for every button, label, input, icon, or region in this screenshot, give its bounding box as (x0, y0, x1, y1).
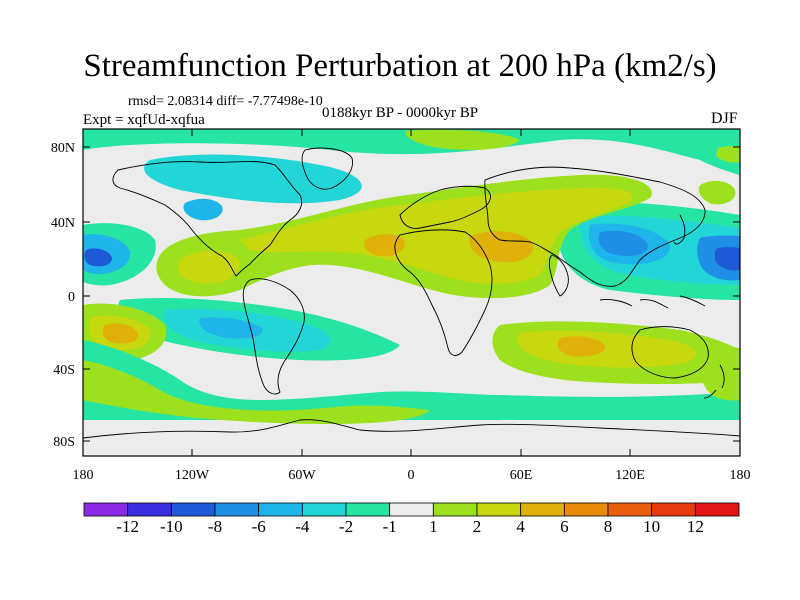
colorbar-label-3: -6 (252, 517, 266, 536)
contour-ne-band-pos (697, 347, 740, 401)
x-axis-labels: 180 120W 60W 0 60E 120E 180 (73, 468, 751, 483)
season-label: DJF (711, 110, 738, 127)
colorbar-swatch-0 (83, 502, 129, 517)
coast-greenland (301, 147, 353, 190)
colorbar-swatch-8 (432, 502, 478, 517)
contour-south-band-neg1 (83, 340, 740, 420)
colorbar-label-4: -4 (295, 517, 310, 536)
xlabel-0: 0 (408, 468, 415, 483)
contour-south-band-pos1 (83, 360, 430, 424)
coastlines (83, 147, 740, 439)
coast-india (548, 254, 569, 297)
xlabel-180e: 180 (730, 468, 751, 483)
ylabel-0: 0 (68, 290, 75, 305)
colorbar-swatch-13 (651, 502, 696, 517)
coast-indonesia (599, 295, 706, 309)
contour-north-neg1 (83, 129, 740, 175)
y-ticks (83, 146, 740, 442)
colorbar-label-1: -10 (160, 517, 183, 536)
contour-ne-green (716, 145, 740, 163)
contour-spac-pos3 (102, 323, 139, 344)
map-title: Streamfunction Perturbation at 200 hPa (… (83, 48, 717, 84)
contour-mid-pos2-band (240, 187, 633, 284)
colorbar-label-2: -8 (208, 517, 222, 536)
contour-epac-neg5 (714, 247, 740, 271)
colorbar-swatch-9 (476, 502, 522, 517)
xlabel-120w: 120W (175, 468, 210, 483)
colorbar-swatch-2 (170, 502, 216, 517)
colorbar-label-0: -12 (116, 517, 139, 536)
stats-readout: rmsd= 2.08314 diff= -7.77498e-10 (128, 94, 323, 109)
coast-south-america (242, 278, 305, 395)
xlabel-180w: 180 (73, 468, 94, 483)
coast-antarctica (83, 419, 740, 439)
colorbar-swatch-1 (127, 502, 172, 517)
contour-arctic-green (405, 129, 520, 150)
colorbar (83, 502, 740, 517)
colorbar-swatch-4 (258, 502, 303, 517)
coast-europe (399, 185, 491, 229)
xlabel-120e: 120E (615, 468, 645, 483)
colorbar-label-7: 1 (429, 517, 438, 536)
colorbar-label-9: 4 (516, 517, 525, 536)
colorbar-label-12: 10 (643, 517, 660, 536)
coast-japan (673, 214, 686, 245)
colorbar-label-10: 6 (560, 517, 569, 536)
y-axis-labels: 80N 40N 0 40S 80S (51, 141, 75, 450)
ylabel-40s: 40S (53, 363, 75, 378)
ylabel-40n: 40N (51, 216, 75, 231)
colorbar-swatch-7 (389, 502, 434, 517)
coast-nz (703, 364, 725, 399)
xlabel-60w: 60W (288, 468, 316, 483)
contour-north-neg3 (183, 198, 223, 221)
colorbar-swatch-5 (301, 502, 347, 517)
experiment-label: Expt = xqfUd-xqfua (83, 112, 205, 128)
colorbar-label-13: 12 (687, 517, 704, 536)
contour-mid-pos3-atl (364, 234, 405, 257)
contour-npac-neg5 (84, 248, 112, 267)
colorbar-swatch-14 (694, 502, 740, 517)
ylabel-80s: 80S (53, 435, 75, 450)
contour-sindian-pos3 (557, 336, 606, 357)
contour-asia-neg4 (598, 230, 648, 256)
coast-africa (394, 229, 493, 356)
colorbar-label-8: 2 (473, 517, 482, 536)
period-label: 0188kyr BP - 0000kyr BP (322, 105, 479, 121)
colorbar-label-11: 8 (604, 517, 613, 536)
colorbar-label-6: -1 (383, 517, 397, 536)
contour-north-neg2 (144, 154, 362, 204)
colorbar-label-5: -2 (339, 517, 353, 536)
colorbar-swatch-11 (563, 502, 609, 517)
coast-north-america (112, 161, 303, 277)
colorbar-labels: -12 -10 -8 -6 -4 -2 -1 1 2 4 6 8 10 12 (116, 517, 703, 536)
colorbar-swatch-12 (607, 502, 653, 517)
contour-field (83, 129, 740, 424)
ylabel-80n: 80N (51, 141, 75, 156)
colorbar-swatch-6 (345, 502, 391, 517)
x-ticks (82, 129, 741, 456)
contour-mid-pos2-west (178, 250, 240, 284)
colorbar-swatch-3 (214, 502, 260, 517)
contour-nw-green (698, 180, 736, 205)
coast-asia (484, 166, 706, 287)
contour-south-neg3 (199, 317, 263, 339)
xlabel-60e: 60E (510, 468, 533, 483)
colorbar-swatch-10 (520, 502, 565, 517)
coast-australia (631, 326, 709, 379)
